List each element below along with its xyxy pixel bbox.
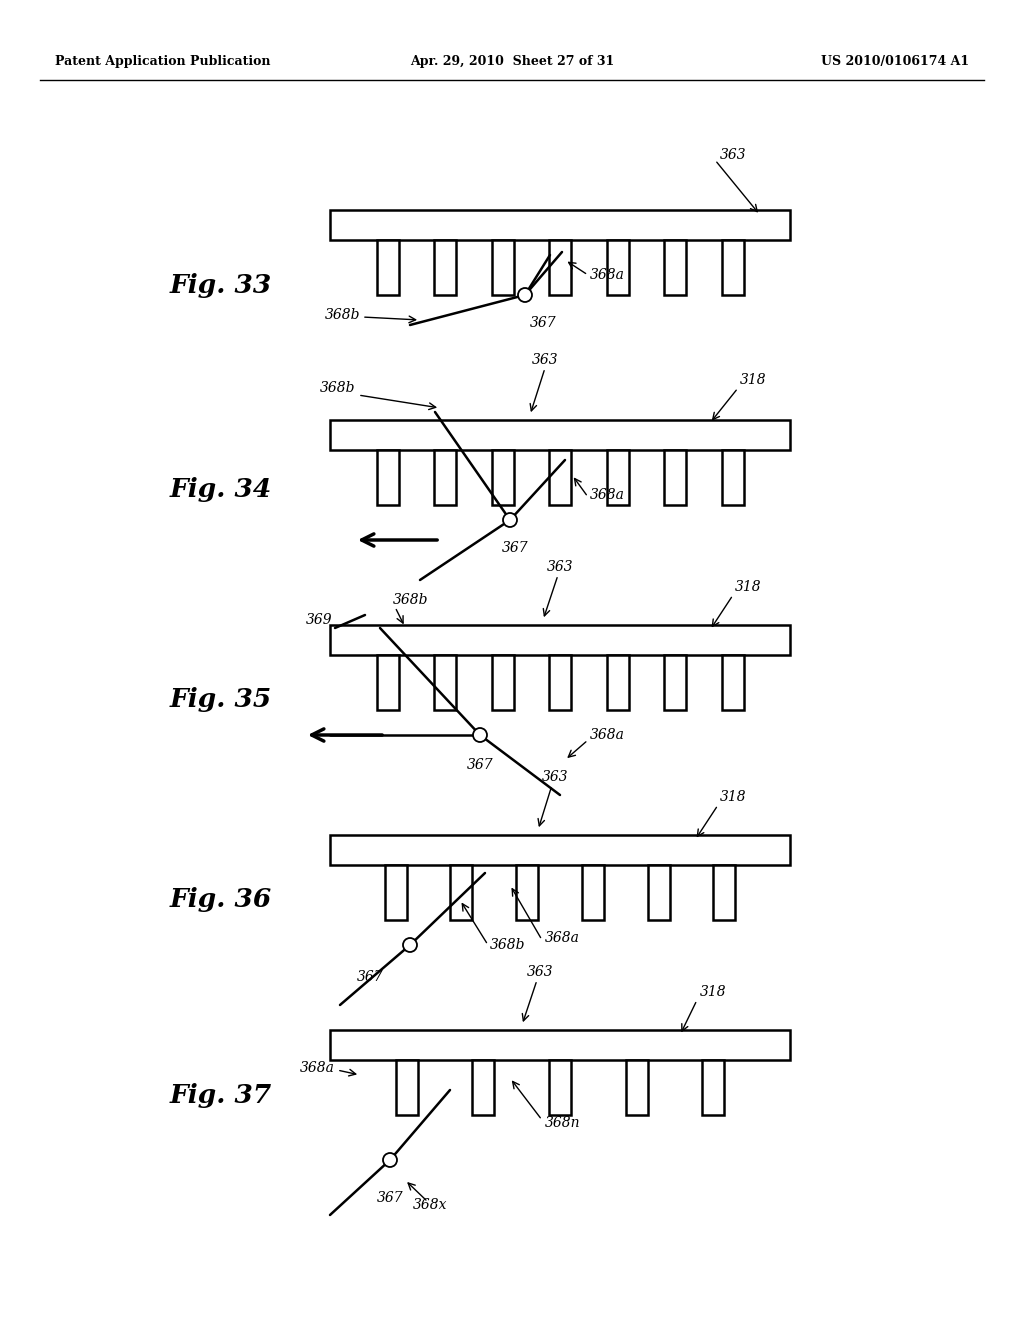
Text: 368x: 368x xyxy=(413,1199,447,1212)
Text: 318: 318 xyxy=(735,579,762,594)
Bar xyxy=(492,655,513,710)
Text: 318: 318 xyxy=(740,374,767,387)
Bar xyxy=(549,450,571,506)
Bar xyxy=(664,240,686,294)
Text: 367: 367 xyxy=(530,315,557,330)
Text: 367: 367 xyxy=(377,1191,403,1205)
Bar xyxy=(582,865,604,920)
Bar xyxy=(722,450,743,506)
Bar xyxy=(492,450,513,506)
Text: 368a: 368a xyxy=(590,729,625,742)
Text: 367: 367 xyxy=(467,758,494,772)
Bar xyxy=(395,1060,418,1115)
Text: 318: 318 xyxy=(720,789,746,804)
Circle shape xyxy=(473,729,487,742)
Text: 368n: 368n xyxy=(545,1115,581,1130)
Circle shape xyxy=(383,1152,397,1167)
Bar xyxy=(664,450,686,506)
Bar xyxy=(330,624,790,655)
Bar xyxy=(434,240,456,294)
Circle shape xyxy=(403,939,417,952)
Bar xyxy=(664,655,686,710)
Text: 368b: 368b xyxy=(325,308,360,322)
Text: 369: 369 xyxy=(305,612,332,627)
Bar xyxy=(330,836,790,865)
Text: Patent Application Publication: Patent Application Publication xyxy=(55,55,270,69)
Bar xyxy=(606,450,629,506)
Bar xyxy=(434,655,456,710)
Bar xyxy=(549,655,571,710)
Text: 367: 367 xyxy=(502,541,528,554)
Bar xyxy=(722,655,743,710)
Text: 363: 363 xyxy=(531,352,558,367)
Text: 363: 363 xyxy=(542,770,568,784)
Bar xyxy=(492,240,513,294)
Bar xyxy=(377,655,398,710)
Bar xyxy=(722,240,743,294)
Text: 363: 363 xyxy=(547,560,573,574)
Bar xyxy=(626,1060,647,1115)
Bar xyxy=(549,1060,571,1115)
Text: 363: 363 xyxy=(720,148,746,162)
Text: 368a: 368a xyxy=(300,1061,335,1074)
Bar xyxy=(377,240,398,294)
Circle shape xyxy=(503,513,517,527)
Text: 368b: 368b xyxy=(319,381,355,395)
Bar xyxy=(472,1060,495,1115)
Bar xyxy=(549,240,571,294)
Circle shape xyxy=(518,288,532,302)
Text: 368b: 368b xyxy=(490,939,525,952)
Bar xyxy=(434,450,456,506)
Text: Apr. 29, 2010  Sheet 27 of 31: Apr. 29, 2010 Sheet 27 of 31 xyxy=(410,55,614,69)
Text: Fig. 33: Fig. 33 xyxy=(170,272,272,297)
Text: US 2010/0106174 A1: US 2010/0106174 A1 xyxy=(821,55,969,69)
Bar xyxy=(451,865,472,920)
Bar xyxy=(330,1030,790,1060)
Bar xyxy=(385,865,407,920)
Text: 368a: 368a xyxy=(545,931,580,945)
Bar xyxy=(377,450,398,506)
Bar xyxy=(516,865,539,920)
Bar xyxy=(606,655,629,710)
Bar xyxy=(714,865,735,920)
Text: 368b: 368b xyxy=(393,593,428,607)
Bar xyxy=(330,210,790,240)
Text: 368a: 368a xyxy=(590,488,625,502)
Bar xyxy=(647,865,670,920)
Text: Fig. 34: Fig. 34 xyxy=(170,478,272,503)
Text: Fig. 36: Fig. 36 xyxy=(170,887,272,912)
Text: 363: 363 xyxy=(526,965,553,979)
Text: Fig. 35: Fig. 35 xyxy=(170,688,272,713)
Bar xyxy=(702,1060,724,1115)
Bar xyxy=(330,420,790,450)
Text: Fig. 37: Fig. 37 xyxy=(170,1082,272,1107)
Text: 318: 318 xyxy=(700,985,727,999)
Bar xyxy=(606,240,629,294)
Text: 368a: 368a xyxy=(590,268,625,282)
Text: 367: 367 xyxy=(356,970,383,983)
